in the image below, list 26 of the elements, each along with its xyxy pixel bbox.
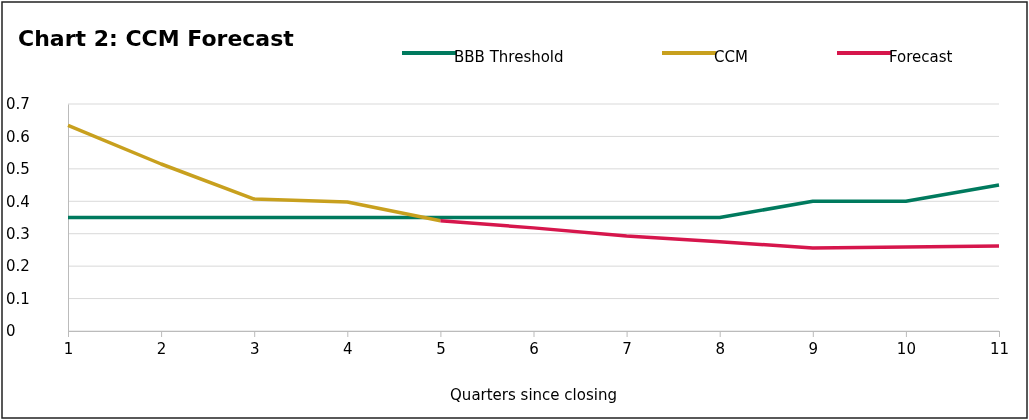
x-tick-label: 4 bbox=[343, 339, 353, 358]
y-tick-label: 0.5 bbox=[6, 160, 30, 179]
y-tick-label: 0.1 bbox=[6, 289, 30, 308]
x-tick-label: 5 bbox=[436, 339, 446, 358]
legend-label: BBB Threshold bbox=[454, 48, 564, 66]
x-tick-label: 3 bbox=[249, 339, 260, 358]
x-tick-label: 7 bbox=[622, 339, 632, 358]
x-tick-label: 11 bbox=[989, 339, 1010, 358]
chart-title: Chart 2: CCM Forecast bbox=[18, 26, 295, 51]
y-tick-label: 0 bbox=[6, 322, 16, 341]
x-tick-label: 6 bbox=[529, 339, 539, 358]
x-axis-title: Quarters since closing bbox=[450, 386, 617, 404]
legend-label: Forecast bbox=[889, 48, 953, 66]
y-tick-label: 0.7 bbox=[6, 95, 30, 114]
x-tick-label: 1 bbox=[63, 339, 74, 358]
x-tick-label: 9 bbox=[808, 339, 819, 358]
legend-label: CCM bbox=[714, 48, 748, 66]
y-tick-label: 0.6 bbox=[6, 127, 30, 146]
x-tick-label: 8 bbox=[715, 339, 725, 358]
line-series bbox=[438, 218, 1001, 250]
x-tick-label: 2 bbox=[156, 339, 167, 358]
x-tick-label: 10 bbox=[896, 339, 916, 358]
y-tick-label: 0.3 bbox=[6, 225, 30, 244]
y-tick-label: 0.4 bbox=[6, 192, 30, 211]
line-series bbox=[66, 123, 443, 223]
y-tick-label: 0.2 bbox=[6, 257, 30, 276]
